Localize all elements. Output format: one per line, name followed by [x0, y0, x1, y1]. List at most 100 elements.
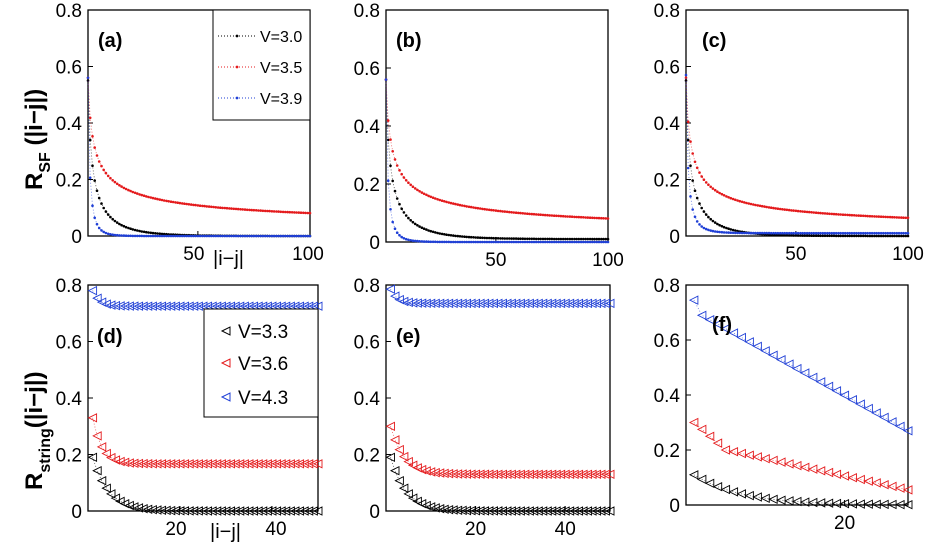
- data-point: [101, 299, 111, 309]
- data-point: [245, 234, 249, 238]
- data-point: [259, 234, 263, 238]
- y-tick-label: 0.6: [354, 333, 380, 354]
- data-point: [760, 346, 770, 356]
- data-point: [604, 469, 615, 480]
- legend-bottom-text-1: V=3.3: [238, 322, 288, 343]
- data-point: [830, 212, 834, 216]
- data-point: [93, 146, 96, 149]
- data-point: [202, 506, 213, 516]
- data-point: [184, 301, 194, 311]
- data-point: [791, 496, 802, 507]
- data-point: [463, 204, 466, 208]
- data-point: [532, 240, 536, 244]
- data-point: [220, 506, 231, 516]
- data-point: [709, 185, 712, 189]
- data-point: [888, 231, 892, 235]
- legend-top-text-3: V=3.9: [260, 91, 302, 108]
- data-point: [151, 231, 155, 235]
- data-point: [785, 208, 789, 212]
- data-point: [796, 209, 800, 213]
- data-point: [752, 203, 755, 206]
- data-point: [120, 234, 123, 237]
- data-point: [559, 237, 563, 241]
- data-point: [290, 234, 294, 238]
- data-point: [171, 200, 175, 204]
- data-point: [600, 298, 610, 309]
- data-point: [794, 234, 798, 237]
- data-point: [416, 188, 419, 192]
- data-point: [429, 229, 433, 233]
- data-point: [561, 237, 565, 241]
- data-point: [866, 231, 869, 235]
- data-point: [519, 211, 522, 215]
- data-point: [884, 234, 887, 238]
- data-point: [257, 209, 260, 212]
- data-point: [597, 216, 601, 220]
- data-point: [693, 189, 697, 192]
- data-point: [763, 231, 766, 235]
- data-point: [891, 231, 894, 235]
- series-V-3-6: [688, 417, 913, 495]
- data-point: [720, 445, 731, 455]
- data-point: [819, 211, 822, 215]
- data-point: [214, 234, 218, 238]
- data-point: [774, 231, 777, 235]
- data-point: [588, 237, 592, 241]
- data-point: [734, 231, 737, 235]
- data-point: [593, 240, 596, 244]
- data-point: [778, 233, 782, 237]
- data-point: [826, 212, 829, 215]
- data-point: [257, 459, 268, 469]
- data-point: [294, 506, 305, 516]
- data-point: [391, 150, 395, 153]
- data-point: [720, 224, 724, 228]
- data-point: [879, 215, 883, 218]
- legend-top: V=3.0 V=3.5 V=3.9: [212, 9, 311, 121]
- data-point: [285, 459, 295, 469]
- data-point: [855, 234, 858, 238]
- data-point: [188, 301, 199, 311]
- legend-bottom-text-3: V=4.3: [238, 388, 288, 409]
- data-point: [284, 210, 287, 214]
- data-point: [815, 377, 826, 387]
- data-point: [183, 202, 186, 205]
- panel-label-d: (d): [97, 326, 123, 348]
- data-point: [170, 301, 180, 311]
- data-point: [902, 234, 905, 238]
- data-point: [823, 234, 827, 238]
- data-point: [207, 459, 217, 469]
- data-point: [385, 452, 395, 463]
- data-point: [546, 237, 549, 241]
- data-point: [828, 212, 831, 216]
- data-point: [225, 301, 236, 311]
- data-point: [716, 190, 719, 193]
- data-point: [893, 234, 896, 238]
- data-point: [409, 219, 413, 222]
- data-point: [823, 498, 834, 508]
- data-point: [861, 234, 865, 238]
- data-point: [245, 208, 249, 212]
- data-point: [521, 237, 525, 240]
- data-point: [696, 424, 707, 435]
- data-point: [174, 301, 185, 311]
- data-point: [253, 506, 263, 516]
- data-point: [136, 234, 139, 238]
- data-point: [259, 209, 263, 212]
- data-point: [847, 472, 857, 483]
- data-point: [429, 195, 433, 199]
- data-point: [823, 231, 827, 235]
- data-point: [870, 234, 874, 238]
- data-point: [808, 210, 811, 214]
- data-point: [796, 234, 800, 237]
- data-point: [684, 76, 688, 80]
- data-point: [857, 214, 860, 217]
- data-point: [826, 234, 829, 238]
- data-point: [534, 240, 538, 244]
- data-point: [136, 192, 139, 195]
- data-point: [561, 240, 565, 244]
- data-point: [895, 483, 905, 493]
- data-point: [202, 301, 213, 311]
- data-point: [900, 216, 903, 219]
- data-point: [508, 237, 511, 240]
- data-point: [584, 237, 587, 241]
